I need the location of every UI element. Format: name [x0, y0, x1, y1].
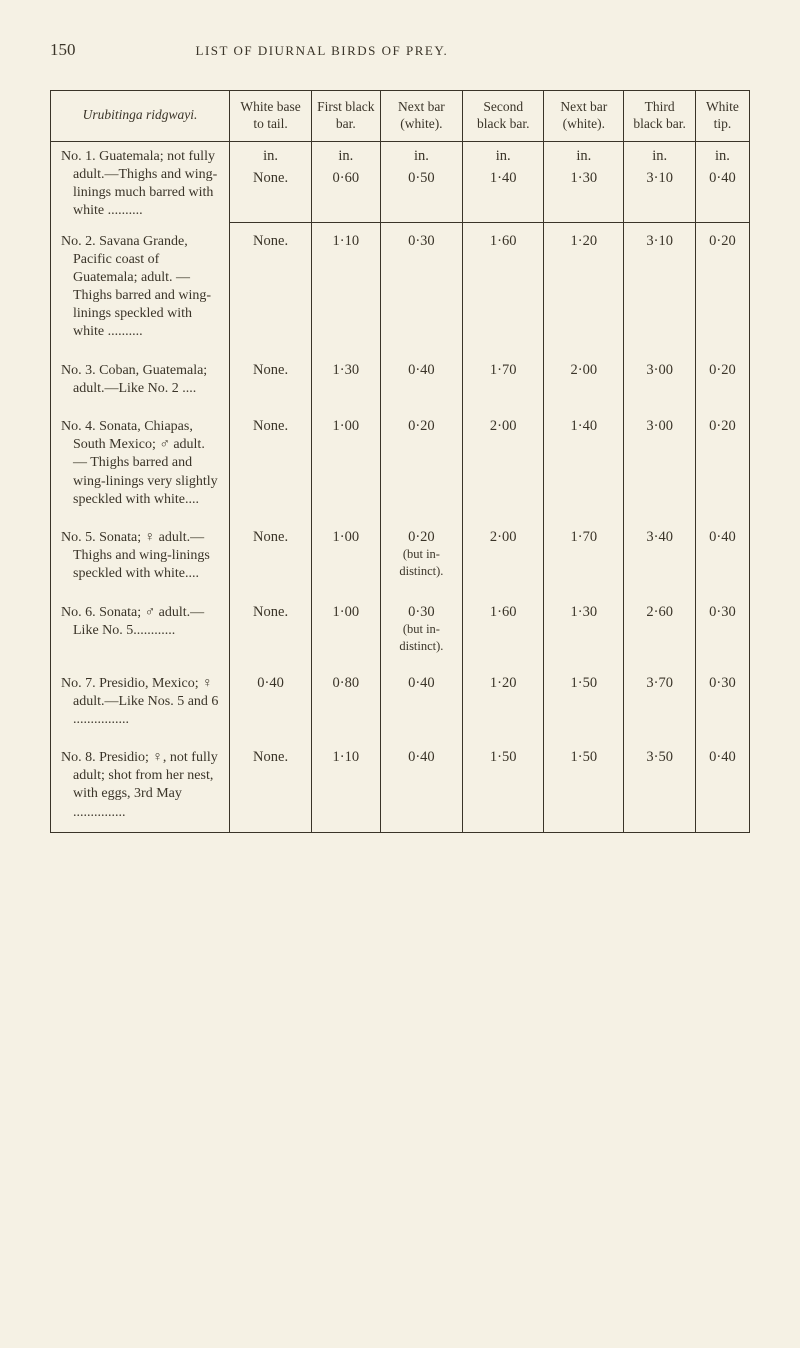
table-cell: None.	[230, 408, 312, 519]
table-cell: None.	[230, 223, 312, 352]
table-cell: 0·20	[695, 408, 749, 519]
table-cell: 1·70	[544, 519, 624, 594]
table-cell: 1·00	[312, 519, 380, 594]
table-cell: None.	[230, 352, 312, 408]
measurements-table: Urubitinga ridgwayi. White base to tail.…	[50, 90, 750, 833]
table-cell: 1·20	[463, 665, 544, 740]
table-cell: 1·30	[544, 170, 624, 222]
table-row-desc: No. 8. Presidio; ♀, not fully adult; sho…	[51, 739, 230, 832]
table-row: No. 2. Savana Grande, Pacific coast of G…	[51, 223, 750, 352]
col-next-bar-2: Next bar (white).	[544, 91, 624, 142]
table-cell: 0·30	[695, 665, 749, 740]
table-row-desc: No. 7. Presidio, Mexico; ♀ adult.—Like N…	[51, 665, 230, 740]
table-cell: 0·30(but in-distinct).	[380, 594, 463, 665]
table-cell: 0·40	[380, 665, 463, 740]
table-cell: 0·20(but in-distinct).	[380, 519, 463, 594]
table-row: No. 5. Sonata; ♀ adult.— Thighs and wing…	[51, 519, 750, 594]
table-cell: 1·00	[312, 594, 380, 665]
table-row-desc: No. 6. Sonata; ♂ adult.— Like No. 5.....…	[51, 594, 230, 665]
table-cell: 3·00	[624, 408, 695, 519]
table-cell: 0·40	[380, 352, 463, 408]
table-cell: 1·30	[544, 594, 624, 665]
table-cell: 1·70	[463, 352, 544, 408]
table-row-desc: No. 2. Savana Grande, Pacific coast of G…	[51, 223, 230, 352]
table-cell: 0·40	[695, 170, 749, 222]
unit-cell: in.	[624, 141, 695, 170]
page-number: 150	[50, 40, 76, 60]
table-cell: None.	[230, 519, 312, 594]
table-row-desc: No. 3. Coban, Guatemala; adult.—Like No.…	[51, 352, 230, 408]
table-cell: 1·60	[463, 594, 544, 665]
table-cell: 0·40	[230, 665, 312, 740]
table-cell: None.	[230, 170, 312, 222]
table-cell: 1·50	[544, 665, 624, 740]
table-header-row: Urubitinga ridgwayi. White base to tail.…	[51, 91, 750, 142]
table-cell: None.	[230, 739, 312, 832]
table-cell: 0·50	[380, 170, 463, 222]
running-head: LIST OF DIURNAL BIRDS OF PREY.	[196, 43, 449, 59]
table-row-desc: No. 5. Sonata; ♀ adult.— Thighs and wing…	[51, 519, 230, 594]
table-cell: 3·70	[624, 665, 695, 740]
col-next-bar-1: Next bar (white).	[380, 91, 463, 142]
table-row-desc: No. 1. Guatemala; not fully adult.—Thigh…	[51, 141, 230, 222]
table-row: No. 3. Coban, Guatemala; adult.—Like No.…	[51, 352, 750, 408]
col-white-tip: White tip.	[695, 91, 749, 142]
table-row: No. 8. Presidio; ♀, not fully adult; sho…	[51, 739, 750, 832]
table-cell: 0·30	[380, 223, 463, 352]
table-cell: 1·00	[312, 408, 380, 519]
table-cell: 1·10	[312, 223, 380, 352]
table-cell: 0·60	[312, 170, 380, 222]
unit-cell: in.	[695, 141, 749, 170]
table-row: No. 7. Presidio, Mexico; ♀ adult.—Like N…	[51, 665, 750, 740]
unit-cell: in.	[312, 141, 380, 170]
page-header: 150 LIST OF DIURNAL BIRDS OF PREY.	[50, 40, 750, 60]
table-cell: 1·30	[312, 352, 380, 408]
table-cell: 0·20	[380, 408, 463, 519]
table-cell: 0·20	[695, 352, 749, 408]
col-white-base: White base to tail.	[230, 91, 312, 142]
table-cell: 1·50	[544, 739, 624, 832]
table-cell: 1·40	[463, 170, 544, 222]
unit-row: No. 1. Guatemala; not fully adult.—Thigh…	[51, 141, 750, 170]
table-cell: 2·00	[463, 519, 544, 594]
table-cell: 0·40	[695, 519, 749, 594]
table-row: No. 6. Sonata; ♂ adult.— Like No. 5.....…	[51, 594, 750, 665]
col-second-black: Second black bar.	[463, 91, 544, 142]
table-cell: 1·50	[463, 739, 544, 832]
table-cell: 3·10	[624, 170, 695, 222]
table-cell: 3·10	[624, 223, 695, 352]
table-cell: 1·10	[312, 739, 380, 832]
col-species: Urubitinga ridgwayi.	[51, 91, 230, 142]
col-third-black: Third black bar.	[624, 91, 695, 142]
table-cell: 3·40	[624, 519, 695, 594]
table-cell: 0·40	[380, 739, 463, 832]
table-cell: None.	[230, 594, 312, 665]
table-cell: 3·00	[624, 352, 695, 408]
col-first-black: First black bar.	[312, 91, 380, 142]
table-cell: 2·00	[463, 408, 544, 519]
table-cell: 1·20	[544, 223, 624, 352]
table-cell: 0·80	[312, 665, 380, 740]
table-cell: 2·60	[624, 594, 695, 665]
table-cell: 1·40	[544, 408, 624, 519]
table-cell: 2·00	[544, 352, 624, 408]
unit-cell: in.	[380, 141, 463, 170]
table-cell: 0·40	[695, 739, 749, 832]
table-row-desc: No. 4. Sonata, Chiapas, South Mexico; ♂ …	[51, 408, 230, 519]
unit-cell: in.	[230, 141, 312, 170]
unit-cell: in.	[463, 141, 544, 170]
unit-cell: in.	[544, 141, 624, 170]
table-cell: 0·20	[695, 223, 749, 352]
table-cell: 1·60	[463, 223, 544, 352]
table-row: No. 4. Sonata, Chiapas, South Mexico; ♂ …	[51, 408, 750, 519]
table-cell: 3·50	[624, 739, 695, 832]
table-cell: 0·30	[695, 594, 749, 665]
